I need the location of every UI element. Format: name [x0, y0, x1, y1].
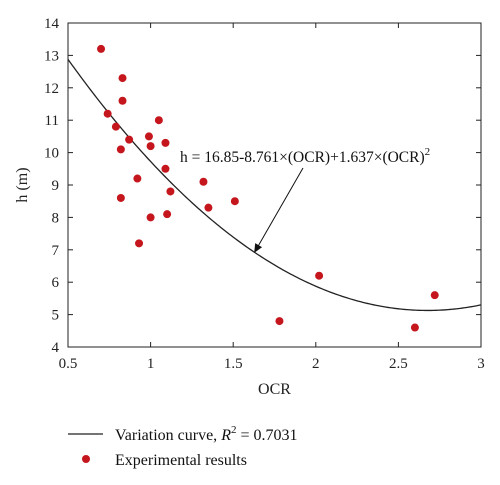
data-point	[161, 164, 170, 173]
x-axis-label: OCR	[258, 381, 291, 398]
y-tick-label: 13	[44, 48, 59, 64]
data-point	[118, 74, 127, 83]
plot-frame	[67, 22, 482, 348]
x-tick-label: 0.5	[59, 356, 78, 372]
experimental-points	[97, 44, 439, 332]
y-tick-label: 14	[44, 16, 60, 32]
data-point	[118, 96, 127, 105]
data-point	[146, 142, 155, 151]
data-point	[144, 132, 153, 141]
equation-superscript: 2	[425, 146, 431, 158]
y-tick-label: 7	[52, 243, 60, 259]
data-point	[97, 44, 106, 53]
legend-curve-value: = 0.7031	[236, 427, 297, 444]
data-point	[230, 197, 239, 206]
data-point	[204, 203, 213, 212]
y-tick-label: 5	[52, 308, 60, 324]
y-tick-label: 8	[52, 210, 60, 226]
legend: Variation curve, R2 = 0.7031 Experimenta…	[68, 424, 298, 469]
x-tick-label: 1	[147, 356, 155, 372]
y-axis-ticks: 4 5 6 7 8 9 10 11 12 13 14	[44, 16, 481, 356]
data-point	[146, 213, 155, 222]
y-tick-label: 4	[52, 340, 60, 356]
equation-main: h = 16.85-8.761×(OCR)+1.637×(OCR)	[180, 149, 425, 166]
data-point	[135, 239, 144, 248]
data-point	[116, 145, 125, 154]
data-point	[116, 193, 125, 202]
y-axis-label: h (m)	[14, 167, 31, 202]
x-tick-label: 3	[477, 356, 485, 372]
legend-curve-label: Variation curve, R2 = 0.7031	[115, 424, 298, 444]
x-tick-label: 2	[312, 356, 320, 372]
x-axis-ticks: 0.5 1 1.5 2 2.5 3	[59, 23, 485, 372]
data-point	[125, 135, 134, 144]
legend-curve-r: R	[220, 427, 231, 444]
data-point	[315, 271, 324, 280]
data-point	[111, 122, 120, 131]
y-tick-label: 6	[52, 275, 60, 291]
variation-curve	[67, 58, 482, 312]
legend-curve-prefix: Variation curve,	[115, 427, 221, 444]
x-tick-label: 1.5	[224, 356, 243, 372]
data-point	[163, 210, 172, 219]
y-tick-label: 12	[44, 81, 59, 97]
data-point	[103, 109, 112, 118]
y-tick-label: 10	[44, 146, 59, 162]
data-point	[199, 177, 208, 186]
y-tick-label: 9	[52, 178, 60, 194]
legend-points-swatch	[82, 455, 90, 463]
plot-border	[67, 22, 482, 348]
data-point	[166, 187, 175, 196]
equation-arrow	[254, 167, 304, 253]
legend-curve-sup: 2	[231, 424, 237, 436]
data-point	[410, 323, 419, 332]
legend-points-label: Experimental results	[115, 452, 247, 469]
data-point	[133, 174, 142, 183]
data-point	[161, 138, 170, 147]
equation-text: h = 16.85-8.761×(OCR)+1.637×(OCR)2	[180, 146, 430, 166]
x-tick-label: 2.5	[389, 356, 408, 372]
data-point	[154, 116, 163, 125]
equation-annotation: h = 16.85-8.761×(OCR)+1.637×(OCR)2	[180, 146, 430, 253]
data-point	[430, 291, 439, 300]
y-tick-label: 11	[45, 113, 59, 129]
data-point	[275, 317, 284, 326]
